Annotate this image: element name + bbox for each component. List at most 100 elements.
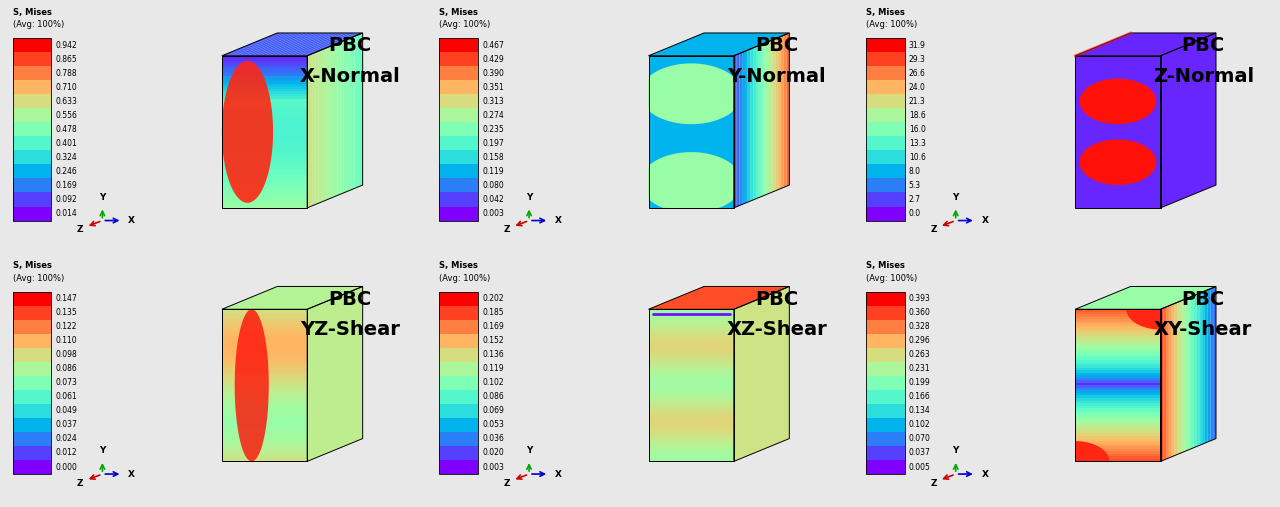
Bar <box>867 432 905 446</box>
Polygon shape <box>221 203 307 205</box>
Polygon shape <box>649 314 733 317</box>
Text: 0.467: 0.467 <box>483 41 504 50</box>
Polygon shape <box>649 172 733 175</box>
Polygon shape <box>221 167 307 170</box>
Polygon shape <box>221 177 307 180</box>
Polygon shape <box>221 33 282 56</box>
Polygon shape <box>221 193 307 195</box>
Text: 0.231: 0.231 <box>909 364 931 373</box>
Polygon shape <box>649 327 733 330</box>
Polygon shape <box>649 68 733 120</box>
Polygon shape <box>649 66 733 68</box>
Text: 0.169: 0.169 <box>483 322 504 331</box>
Text: PBC: PBC <box>1181 289 1225 309</box>
Polygon shape <box>649 114 733 117</box>
Text: X: X <box>554 216 562 225</box>
Bar <box>867 306 905 319</box>
Polygon shape <box>762 43 764 196</box>
Polygon shape <box>649 319 733 322</box>
Bar <box>867 206 905 221</box>
Polygon shape <box>1075 337 1161 340</box>
Polygon shape <box>221 114 307 117</box>
Polygon shape <box>1075 454 1161 456</box>
Polygon shape <box>260 33 320 56</box>
Bar <box>867 38 905 52</box>
Text: 0.351: 0.351 <box>483 83 504 92</box>
Polygon shape <box>781 35 783 189</box>
Polygon shape <box>769 40 773 193</box>
Polygon shape <box>649 395 733 398</box>
Text: 0.393: 0.393 <box>909 294 931 303</box>
Polygon shape <box>1075 373 1161 375</box>
Polygon shape <box>662 76 721 112</box>
Polygon shape <box>1075 347 1161 350</box>
Polygon shape <box>1075 418 1161 421</box>
Bar <box>439 164 477 178</box>
Text: 0.296: 0.296 <box>909 336 931 345</box>
Polygon shape <box>649 423 733 426</box>
Polygon shape <box>649 185 733 188</box>
Polygon shape <box>649 155 733 208</box>
Bar <box>13 122 51 136</box>
Polygon shape <box>285 33 346 56</box>
Text: 0.390: 0.390 <box>483 68 504 78</box>
Polygon shape <box>1075 459 1161 461</box>
Polygon shape <box>650 70 732 118</box>
Polygon shape <box>649 357 733 360</box>
Polygon shape <box>1075 441 1161 444</box>
Polygon shape <box>1075 395 1161 398</box>
Bar <box>439 319 477 334</box>
Polygon shape <box>649 451 733 454</box>
Text: PBC: PBC <box>328 289 371 309</box>
Polygon shape <box>221 155 307 157</box>
Bar <box>13 404 51 418</box>
Polygon shape <box>654 71 728 116</box>
Polygon shape <box>221 332 307 335</box>
Bar <box>867 390 905 404</box>
Polygon shape <box>649 421 733 423</box>
Polygon shape <box>1079 139 1156 185</box>
Polygon shape <box>1075 431 1161 433</box>
Polygon shape <box>1075 441 1110 461</box>
Polygon shape <box>230 33 291 56</box>
Bar <box>867 94 905 108</box>
Polygon shape <box>649 142 733 144</box>
Polygon shape <box>649 441 733 444</box>
Bar <box>867 122 905 136</box>
Polygon shape <box>649 363 733 365</box>
Polygon shape <box>221 74 307 76</box>
Text: X: X <box>128 216 136 225</box>
Text: Z: Z <box>77 479 83 488</box>
Bar <box>13 94 51 108</box>
Bar <box>13 361 51 376</box>
Polygon shape <box>221 183 307 185</box>
Polygon shape <box>649 152 733 208</box>
Polygon shape <box>221 157 307 160</box>
Polygon shape <box>221 378 307 380</box>
Polygon shape <box>221 395 307 398</box>
Polygon shape <box>1171 304 1175 457</box>
Polygon shape <box>649 157 733 160</box>
Bar <box>867 334 905 348</box>
Polygon shape <box>221 79 307 81</box>
Text: 0.0: 0.0 <box>909 209 920 218</box>
Polygon shape <box>1075 411 1161 413</box>
Text: 0.274: 0.274 <box>483 111 504 120</box>
Bar <box>867 151 905 164</box>
Polygon shape <box>649 89 733 91</box>
Polygon shape <box>649 158 733 207</box>
Polygon shape <box>221 365 307 368</box>
Text: Z: Z <box>503 225 509 234</box>
Text: 0.135: 0.135 <box>55 308 77 317</box>
Text: Y: Y <box>526 446 532 455</box>
Polygon shape <box>221 205 307 208</box>
Polygon shape <box>649 76 733 79</box>
Polygon shape <box>1075 378 1161 380</box>
Text: 0.073: 0.073 <box>55 378 77 387</box>
Polygon shape <box>221 119 307 122</box>
Bar <box>439 206 477 221</box>
Polygon shape <box>649 119 733 122</box>
Polygon shape <box>654 160 728 205</box>
Text: 24.0: 24.0 <box>909 83 925 92</box>
Polygon shape <box>221 175 307 177</box>
